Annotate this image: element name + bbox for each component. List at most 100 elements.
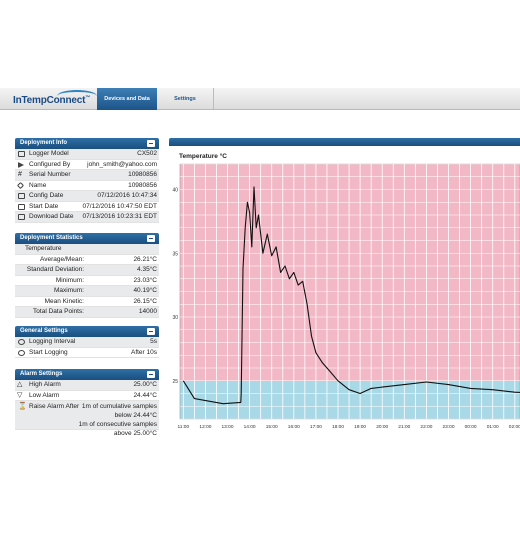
info-label: Start Date xyxy=(29,202,59,210)
chart-panel-header xyxy=(169,138,520,146)
x-tick-label: 22:00 xyxy=(420,424,432,430)
info-value: 10980856 xyxy=(128,171,157,178)
collapse-icon[interactable] xyxy=(147,371,155,378)
x-tick-label: 02:00 xyxy=(509,424,520,430)
raise-line: below 24.44°C xyxy=(114,412,157,419)
raise-alarm-value: 1m of cumulative samples below 24.44°C 1… xyxy=(79,402,157,438)
x-tick-label: 00:00 xyxy=(465,424,477,430)
stats-row: Average/Mean: 26.21°C xyxy=(15,255,159,265)
alarm-settings-title: Alarm Settings xyxy=(20,371,63,377)
x-tick-label: 18:00 xyxy=(332,424,344,430)
temperature-chart-panel: Temperature °C 25 30 35 40 11:00 12:00 13:00 14… xyxy=(169,138,520,430)
temperature-series-line xyxy=(182,186,520,405)
info-row: Logger Model CX502 xyxy=(15,149,159,160)
collapse-icon[interactable] xyxy=(147,235,155,242)
alarm-settings-panel: Alarm Settings △ High Alarm 25.00°C ▽ Low A… xyxy=(15,369,159,437)
raise-alarm-row: ⌛ Raise Alarm After 1m of cumulative sam… xyxy=(15,401,159,437)
general-settings-title: General Settings xyxy=(20,328,68,334)
alarm-value: 25.00°C xyxy=(133,381,157,388)
info-label: Config Date xyxy=(29,192,64,199)
raise-alarm-label: Raise Alarm After xyxy=(29,403,80,410)
raise-line: 1m of cumulative samples xyxy=(81,403,157,410)
x-tick-label: 16:00 xyxy=(288,424,300,430)
info-value: 07/12/2016 10:47:50 EDT xyxy=(82,202,157,210)
info-label: Name xyxy=(29,181,47,189)
low-alarm-icon: ▽ xyxy=(17,391,23,399)
info-row: Start Date 07/12/2016 10:47:50 EDT xyxy=(15,202,159,212)
info-row: Configured By john_smith@yahoo.com xyxy=(15,160,159,170)
alarm-row: ▽ Low Alarm 24.44°C xyxy=(15,391,159,401)
stats-label: Average/Mean: xyxy=(40,255,84,263)
info-row: Download Date 07/13/2016 10:23:31 EDT xyxy=(15,212,159,223)
stats-label: Mean Kinetic: xyxy=(44,297,84,305)
stats-row: Minimum: 23.03°C xyxy=(15,276,159,286)
x-tick-label: 13:00 xyxy=(222,424,234,430)
calendar-icon xyxy=(18,214,25,220)
deployment-info-header: Deployment Info xyxy=(15,138,159,149)
tab-devices-and-data[interactable]: Devices and Data xyxy=(97,88,157,110)
stats-row: Total Data Points: 14000 xyxy=(15,307,159,318)
logo-text: InTempConnect xyxy=(13,95,86,106)
x-tick-label: 20:00 xyxy=(376,424,388,430)
stats-subheader: Temperature xyxy=(15,244,159,255)
below-alarm-band xyxy=(180,380,520,419)
high-alarm-icon: △ xyxy=(17,381,23,388)
info-value: CX502 xyxy=(137,150,157,157)
x-tick-label: 01:00 xyxy=(487,424,499,430)
top-nav-bar: InTempConnect™ Devices and Data Settings xyxy=(0,88,520,110)
x-tick-label: 19:00 xyxy=(354,424,366,430)
alarm-label: High Alarm xyxy=(29,381,61,388)
collapse-icon[interactable] xyxy=(147,328,155,335)
stats-value: 23.03°C xyxy=(133,276,157,284)
calendar-icon xyxy=(18,193,25,199)
collapse-icon[interactable] xyxy=(147,140,155,147)
hourglass-icon: ⌛ xyxy=(18,403,27,410)
tag-icon xyxy=(16,181,25,189)
alarm-value: 24.44°C xyxy=(133,391,157,399)
deployment-info-panel: Deployment Info Logger Model CX502 Config… xyxy=(15,138,159,223)
info-row: # Serial Number 10980856 xyxy=(15,170,159,181)
play-icon xyxy=(18,161,24,168)
deployment-statistics-panel: Deployment Statistics Temperature Averag… xyxy=(15,233,159,318)
stats-label: Minimum: xyxy=(55,276,84,284)
raise-line: above 25.00°C xyxy=(113,430,157,437)
y-tick-label: 40 xyxy=(172,188,178,194)
info-row: Config Date 07/12/2016 10:47:34 xyxy=(15,191,159,202)
stats-row: Maximum: 40.19°C xyxy=(15,286,159,297)
raise-line: 1m of consecutive samples xyxy=(78,421,157,428)
play-circle-icon xyxy=(18,349,25,356)
stats-value: 4.35°C xyxy=(137,266,157,273)
info-label: Serial Number xyxy=(29,171,71,178)
y-tick-label: 25 xyxy=(172,379,178,385)
y-tick-label: 35 xyxy=(172,251,178,257)
info-label: Configured By xyxy=(29,160,71,168)
stats-value: 14000 xyxy=(138,308,157,315)
deployment-statistics-header: Deployment Statistics xyxy=(15,233,159,244)
alarm-label: Low Alarm xyxy=(29,391,60,399)
settings-row: Logging Interval 5s xyxy=(15,337,159,348)
app-logo: InTempConnect™ xyxy=(13,90,97,106)
alarm-row: △ High Alarm 25.00°C xyxy=(15,380,159,391)
x-tick-label: 17:00 xyxy=(310,424,322,430)
hash-icon: # xyxy=(18,171,22,178)
calendar-icon xyxy=(18,203,25,210)
y-tick-label: 30 xyxy=(172,315,178,321)
stats-label: Total Data Points: xyxy=(33,308,84,315)
settings-value: After 10s xyxy=(130,348,157,356)
x-tick-label: 14:00 xyxy=(244,424,256,430)
info-row: Name 10980856 xyxy=(15,181,159,191)
temperature-chart[interactable]: 25 30 35 40 11:00 12:00 13:00 14:00 15:00 16:00 17… xyxy=(169,138,520,430)
tab-settings[interactable]: Settings xyxy=(157,88,214,110)
stats-row: Mean Kinetic: 26.15°C xyxy=(15,297,159,307)
settings-label: Start Logging xyxy=(29,348,68,356)
x-tick-label: 12:00 xyxy=(199,424,211,430)
info-label: Logger Model xyxy=(29,150,69,157)
stats-value: 40.19°C xyxy=(133,287,157,294)
stats-value: 26.15°C xyxy=(133,297,157,305)
stats-label: Standard Deviation: xyxy=(26,266,84,273)
settings-value: 5s xyxy=(150,338,157,345)
info-value: john_smith@yahoo.com xyxy=(87,160,157,168)
x-tick-label: 11:00 xyxy=(177,424,189,430)
info-label: Download Date xyxy=(29,213,74,220)
deployment-statistics-title: Deployment Statistics xyxy=(20,235,83,241)
